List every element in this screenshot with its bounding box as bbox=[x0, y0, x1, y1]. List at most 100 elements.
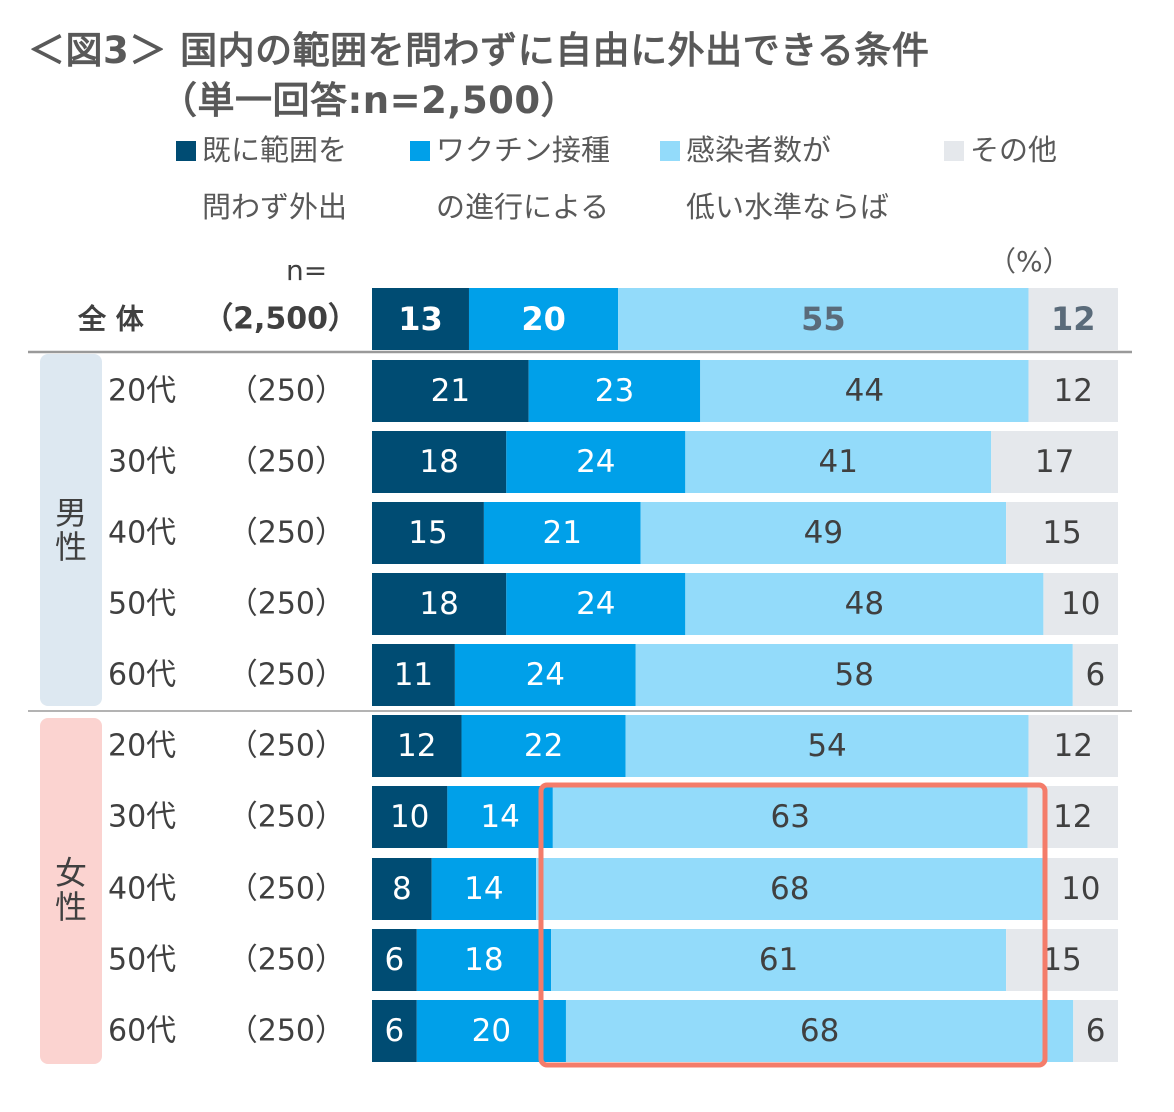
bar-segment-0-0 bbox=[372, 288, 469, 350]
data-label-4-3: 10 bbox=[1061, 586, 1100, 622]
male-group-label: 男性 bbox=[40, 496, 102, 564]
row-label-female-30代: 30代 bbox=[108, 800, 176, 835]
row-label-female-50代: 50代 bbox=[108, 943, 176, 978]
data-label-8-2: 68 bbox=[770, 871, 809, 907]
bar-segment-9-3 bbox=[1006, 929, 1118, 991]
bar-segment-5-3 bbox=[1072, 644, 1118, 706]
row-n-3: （250） bbox=[228, 516, 345, 551]
legend-swatch-3 bbox=[944, 141, 964, 161]
bar-segment-0-2 bbox=[618, 288, 1029, 350]
data-label-7-2: 63 bbox=[770, 799, 809, 835]
data-label-3-1: 21 bbox=[543, 515, 582, 551]
bar-segment-3-3 bbox=[1006, 502, 1118, 564]
bar-segment-3-1 bbox=[483, 502, 641, 564]
bar-segment-10-3 bbox=[1073, 1000, 1118, 1062]
bar-segment-1-2 bbox=[700, 360, 1029, 422]
bar-segment-7-0 bbox=[372, 786, 448, 848]
data-label-6-3: 12 bbox=[1054, 728, 1093, 764]
data-label-6-2: 54 bbox=[807, 728, 846, 764]
female-group-box bbox=[40, 718, 102, 1064]
data-label-4-1: 24 bbox=[576, 586, 615, 622]
chart-title-line2: （単一回答:n=2,500） bbox=[160, 79, 579, 122]
bar-segment-6-3 bbox=[1028, 715, 1118, 777]
row-n-total: （2,500） bbox=[203, 302, 358, 337]
bar-segment-8-1 bbox=[431, 858, 537, 920]
row-label-female-60代: 60代 bbox=[108, 1014, 176, 1049]
data-label-4-0: 18 bbox=[419, 586, 458, 622]
legend-label-3-line1: その他 bbox=[970, 133, 1058, 167]
row-label-female-40代: 40代 bbox=[108, 872, 176, 907]
bar-segment-4-2 bbox=[685, 573, 1044, 635]
bar-segment-1-3 bbox=[1028, 360, 1118, 422]
legend-swatch-1 bbox=[410, 141, 430, 161]
data-label-6-0: 12 bbox=[397, 728, 436, 764]
data-label-5-0: 11 bbox=[394, 657, 433, 693]
bar-segment-1-1 bbox=[528, 360, 701, 422]
bar-segment-10-2 bbox=[565, 1000, 1074, 1062]
bar-segment-3-0 bbox=[372, 502, 484, 564]
data-label-10-1: 20 bbox=[472, 1013, 511, 1049]
data-label-1-3: 12 bbox=[1054, 373, 1093, 409]
bar-segment-8-0 bbox=[372, 858, 432, 920]
row-label-female-20代: 20代 bbox=[108, 729, 176, 764]
row-n-6: （250） bbox=[228, 729, 345, 764]
bar-segment-4-3 bbox=[1043, 573, 1118, 635]
row-n-4: （250） bbox=[228, 587, 345, 622]
bar-segment-2-3 bbox=[991, 431, 1118, 493]
bar-segment-4-0 bbox=[372, 573, 507, 635]
row-n-9: （250） bbox=[228, 943, 345, 978]
bar-segment-0-3 bbox=[1028, 288, 1118, 350]
bar-segment-2-0 bbox=[372, 431, 507, 493]
bar-segment-1-0 bbox=[372, 360, 529, 422]
data-label-2-0: 18 bbox=[419, 444, 458, 480]
row-n-8: （250） bbox=[228, 872, 345, 907]
bar-segment-9-0 bbox=[372, 929, 417, 991]
highlight-box bbox=[538, 782, 1048, 1068]
legend-swatch-2 bbox=[660, 141, 680, 161]
legend-label-0-line1: 既に範囲を bbox=[202, 133, 348, 167]
bar-segment-2-2 bbox=[685, 431, 992, 493]
row-label-total: 全 体 bbox=[77, 303, 145, 336]
data-label-8-3: 10 bbox=[1061, 871, 1100, 907]
chart-title-line1: ＜図3＞ 国内の範囲を問わずに自由に外出できる条件 bbox=[28, 29, 930, 72]
female-group-label: 女性 bbox=[40, 856, 102, 924]
row-n-1: （250） bbox=[228, 374, 345, 409]
legend-label-2-line2: 低い水準ならば bbox=[686, 190, 890, 224]
data-label-10-0: 6 bbox=[385, 1013, 405, 1049]
row-n-5: （250） bbox=[228, 658, 345, 693]
data-label-0-3: 12 bbox=[1051, 300, 1096, 338]
data-label-4-2: 48 bbox=[845, 586, 884, 622]
data-label-1-0: 21 bbox=[431, 373, 470, 409]
row-n-7: （250） bbox=[228, 800, 345, 835]
data-label-0-1: 20 bbox=[521, 300, 566, 338]
data-label-5-2: 58 bbox=[835, 657, 874, 693]
legend-label-1-line1: ワクチン接種 bbox=[436, 133, 611, 167]
data-label-5-1: 24 bbox=[526, 657, 565, 693]
data-label-1-1: 23 bbox=[595, 373, 634, 409]
bar-segment-8-2 bbox=[536, 858, 1044, 920]
bar-segment-6-0 bbox=[372, 715, 462, 777]
data-label-2-2: 41 bbox=[819, 444, 858, 480]
data-label-3-0: 15 bbox=[408, 515, 447, 551]
bar-segment-6-1 bbox=[461, 715, 626, 777]
legend-swatch-0 bbox=[176, 141, 196, 161]
bar-segment-7-1 bbox=[447, 786, 553, 848]
bar-segment-5-1 bbox=[454, 644, 636, 706]
legend-label-1-line2: の進行による bbox=[436, 190, 610, 224]
bar-segment-7-2 bbox=[552, 786, 1028, 848]
data-label-10-3: 6 bbox=[1086, 1013, 1106, 1049]
data-label-0-2: 55 bbox=[801, 300, 846, 338]
data-label-9-0: 6 bbox=[385, 942, 405, 978]
bar-segment-8-3 bbox=[1043, 858, 1118, 920]
bar-segment-4-1 bbox=[506, 573, 686, 635]
legend-label-0-line2: 問わず外出 bbox=[202, 190, 348, 224]
female-group-text: 女性 bbox=[54, 854, 87, 926]
bar-segment-3-2 bbox=[640, 502, 1007, 564]
data-label-3-3: 15 bbox=[1042, 515, 1081, 551]
row-n-2: （250） bbox=[228, 445, 345, 480]
data-label-10-2: 68 bbox=[800, 1013, 839, 1049]
bar-segment-2-1 bbox=[506, 431, 686, 493]
male-group-box bbox=[40, 354, 102, 706]
